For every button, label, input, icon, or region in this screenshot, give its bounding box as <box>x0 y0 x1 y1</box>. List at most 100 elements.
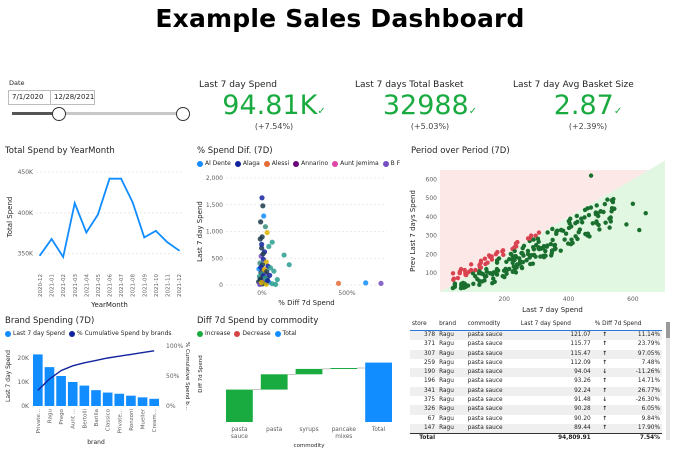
y-tick-label: 300 <box>426 233 438 240</box>
table-cell: 14.71% <box>637 378 660 385</box>
table-cell: 67 <box>427 415 436 422</box>
scatter-point <box>494 258 500 263</box>
column-header[interactable]: Last 7 day Spend <box>518 318 593 331</box>
scatter-point <box>274 277 280 283</box>
scatter-point <box>494 266 500 272</box>
legend-label: Al Dente <box>205 160 231 167</box>
check-icon: ✓ <box>468 106 478 117</box>
y-tick-label: 1,500 <box>206 202 223 209</box>
legend-label: Annarino <box>301 160 329 167</box>
scatter-point <box>594 203 599 208</box>
table-cell: pasta sauce <box>465 405 519 415</box>
legend-label: Aunt Jemima <box>340 160 379 167</box>
table-row[interactable]: 196 Ragu pasta sauce 93.26 ↑ 14.71% <box>410 377 662 386</box>
column-header[interactable]: store <box>410 318 438 331</box>
legend-item[interactable]: Decrease <box>234 330 271 337</box>
y-axis-title: Total Spend <box>6 197 14 239</box>
table-row[interactable]: 378 Ragu pasta sauce 121.07 ↑ 11.14% <box>410 330 662 341</box>
table-row[interactable]: 341 Ragu pasta sauce 92.24 ↑ 26.77% <box>410 386 662 397</box>
legend-dot-icon <box>5 330 11 337</box>
legend-dot-icon <box>234 160 241 167</box>
end-date-input[interactable]: 12/28/2021 <box>50 90 95 105</box>
table-row[interactable]: 147 Ragu pasta sauce 89.44 ↑ 17.90% <box>410 423 662 434</box>
start-date-input[interactable]: 7/1/2020 <box>8 90 53 105</box>
table-cell: Ragu <box>439 378 454 385</box>
store-table[interactable]: store brand commodity Last 7 day Spend% Dif… <box>410 318 668 448</box>
line-point <box>108 177 111 180</box>
column-header[interactable]: commodity <box>465 318 519 331</box>
legend-item[interactable]: % Cumulative Spend by brands <box>69 330 172 337</box>
table-cell: 7.48% <box>641 359 660 366</box>
table-row[interactable]: 190 Ragu pasta sauce 94.04 ↓ -11.26% <box>410 368 662 378</box>
legend-item[interactable]: Al Dente <box>197 160 231 167</box>
line-point <box>143 236 146 239</box>
scatter-point <box>569 237 574 242</box>
x-tick-label: Private... <box>36 409 42 434</box>
scatter-point <box>558 227 564 233</box>
kpi-avg-basket-label: Last 7 day Avg Basket Size <box>513 80 634 90</box>
table-scrollbar-thumb[interactable] <box>666 322 670 338</box>
scatter-point <box>533 233 538 238</box>
table-cell: 17.90% <box>609 423 662 434</box>
x-tick-label: 2021-07 <box>119 274 125 297</box>
brand-spending-bar-chart[interactable]: 0K 10K 20K 0% 50% 100% Private... Ragu Prego Aunt… <box>0 338 192 450</box>
table-row[interactable]: 375 Ragu pasta sauce 91.48 ↓ -26.30% <box>410 396 662 405</box>
column-header[interactable]: % Diff 7d Spend <box>592 318 662 331</box>
kpi-basket-change: (+5.03%) <box>410 122 450 131</box>
table-row[interactable]: 371 Ragu pasta sauce 115.77 ↑ 23.79% <box>410 340 662 349</box>
date-filter-label: Date <box>9 79 25 87</box>
table-row[interactable]: 67 Ragu pasta sauce 90.20 ↑ 9.84% <box>410 415 662 424</box>
arrow-up-icon: ↑ <box>602 378 608 385</box>
scatter-point <box>513 270 519 275</box>
scatter-point <box>608 216 613 221</box>
scatter-point <box>507 266 512 272</box>
date-slider-start-handle[interactable] <box>52 107 66 121</box>
spend-diff-scatter-chart[interactable]: 0 500 1,000 1,500 2,000 0% 500% % Diff 7d Spend… <box>192 168 392 310</box>
period-scatter-chart[interactable]: 100 200 300 400 500 600 200 400 600 Last 7 day Sp… <box>405 158 675 318</box>
scatter-point <box>514 244 519 249</box>
brand-bar <box>56 376 66 406</box>
x-tick-label: pasta <box>266 427 283 433</box>
kpi-avg-basket-value: 2.87 <box>553 90 614 121</box>
legend-item[interactable]: Aunt Jemima <box>332 160 379 167</box>
date-slider-track[interactable] <box>12 112 185 115</box>
table-row[interactable]: 259 Ragu pasta sauce 112.09 ↑ 7.48% <box>410 359 662 368</box>
legend-dot-icon <box>382 160 389 167</box>
legend-label: B F <box>390 160 401 167</box>
legend-item[interactable]: Increase <box>197 330 230 337</box>
legend-label: Alaga <box>242 160 260 167</box>
table-cell: 375 <box>423 397 436 404</box>
kpi-spend-change: (+7.54%) <box>254 122 294 131</box>
table-cell: Ragu <box>437 349 466 359</box>
scatter-point <box>535 236 541 242</box>
y-tick-label: 0K <box>21 403 30 410</box>
scatter-point <box>531 252 537 258</box>
table-total-row[interactable]: Total 94,809.91 7.54% <box>410 433 662 444</box>
table-row[interactable]: 307 Ragu pasta sauce 115.47 ↑ 97.05% <box>410 349 662 359</box>
column-header[interactable]: brand <box>437 318 466 331</box>
x-tick-label: Ronzoni <box>129 409 135 431</box>
table-scrollbar[interactable] <box>666 322 670 440</box>
scatter-point <box>482 256 488 261</box>
table-row[interactable]: 326 Ragu pasta sauce 90.28 ↑ 6.05% <box>410 405 662 415</box>
scatter-point <box>264 269 270 275</box>
x-tick-label: Barilla <box>94 409 100 426</box>
scatter-point <box>489 257 495 262</box>
scatter-point <box>457 270 462 276</box>
legend-item[interactable]: Last 7 day Spend <box>5 330 65 337</box>
total-spend-line-chart[interactable]: 350K 400K 450K 2020-12 2021-01 2021-02 2021-03… <box>0 158 190 310</box>
legend-item[interactable]: Total <box>274 330 297 337</box>
scatter-point <box>566 225 572 231</box>
y-tick-label: 350K <box>18 251 34 258</box>
table-cell: pasta sauce <box>465 386 519 397</box>
legend-item[interactable]: B F <box>382 160 401 167</box>
date-slider-end-handle[interactable] <box>176 107 190 121</box>
legend-item[interactable]: Alessi <box>263 160 289 167</box>
scatter-point <box>258 219 264 225</box>
legend-item[interactable]: Annarino <box>293 160 328 167</box>
legend-item[interactable]: Alaga <box>234 160 260 167</box>
scatter-point <box>478 265 484 270</box>
cumulative-line <box>37 350 155 391</box>
x-tick-label: 500% <box>338 290 355 297</box>
